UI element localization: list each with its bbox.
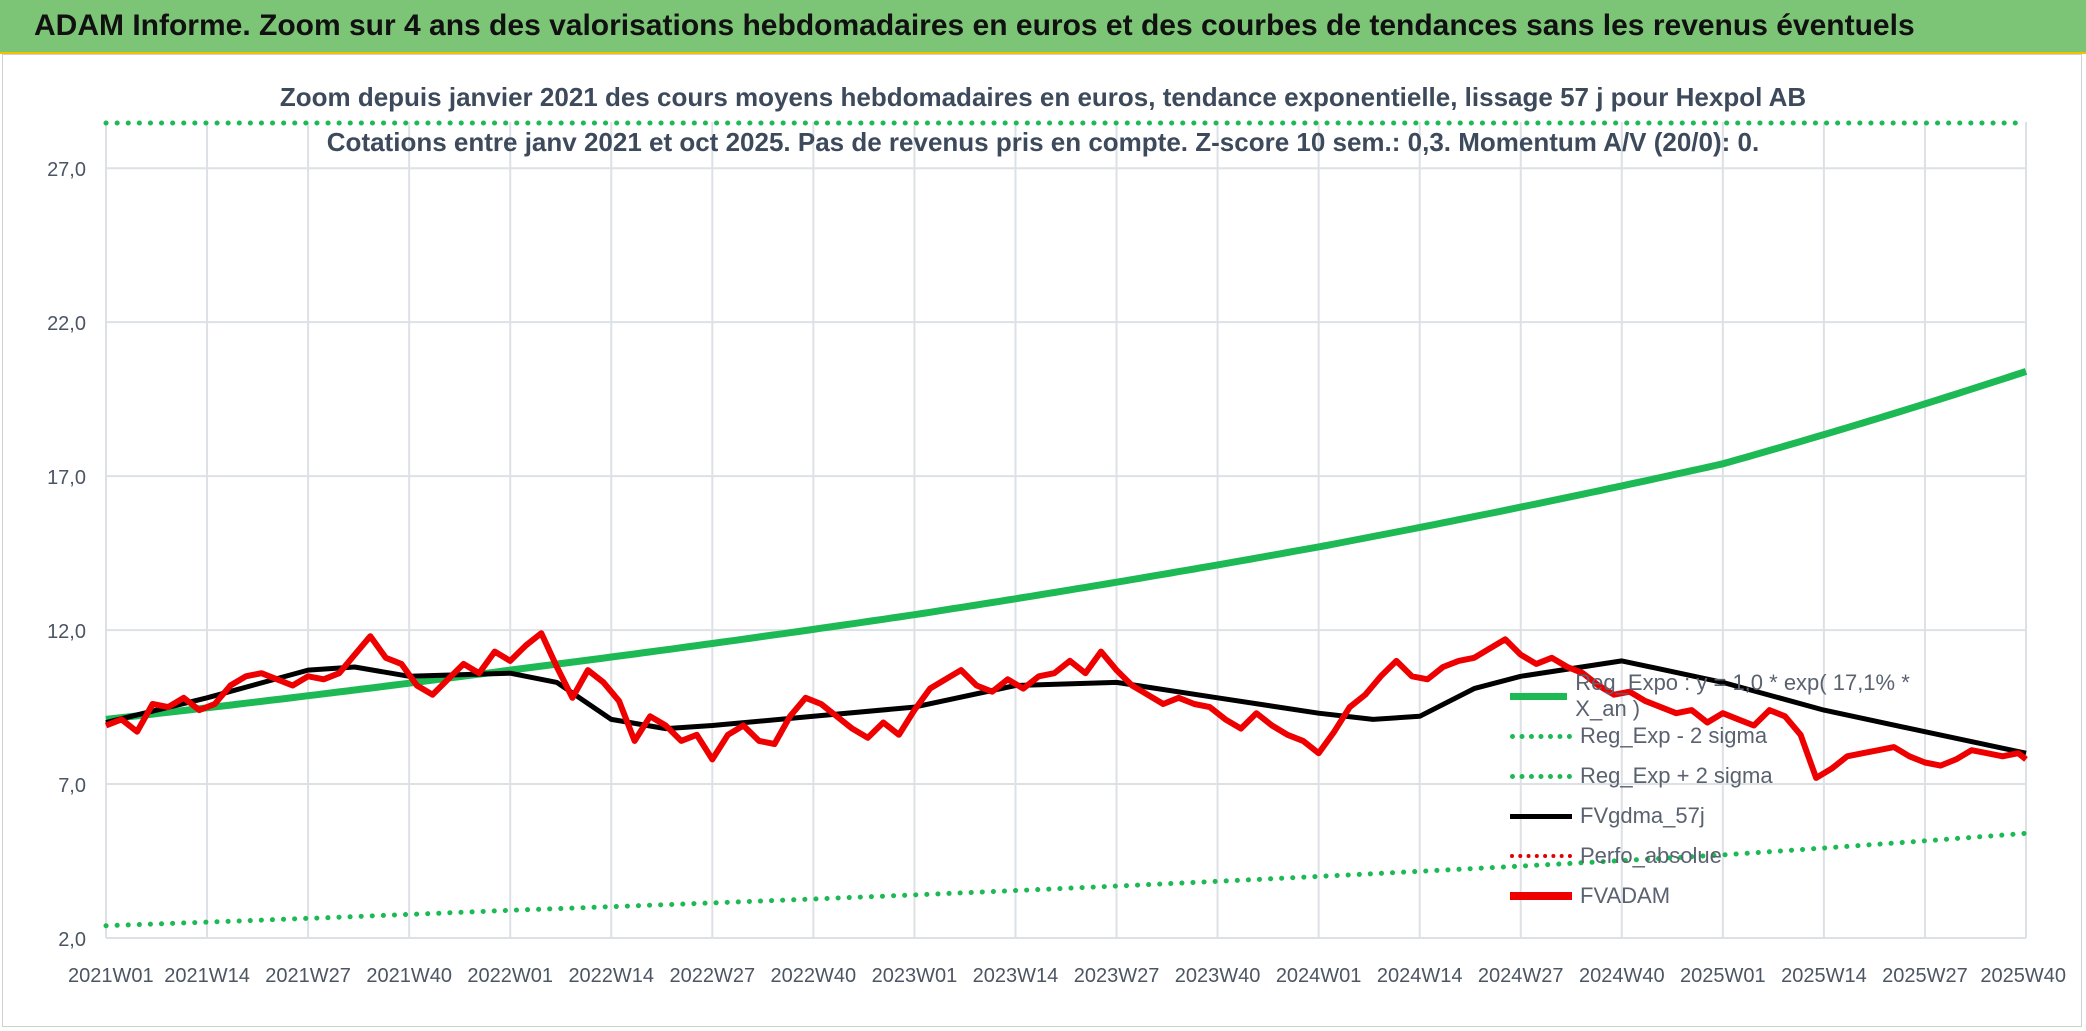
- grid-lines: [105, 122, 2027, 939]
- x-tick-label: 2025W27: [1882, 965, 1968, 987]
- x-tick-label: 2025W01: [1680, 965, 1766, 987]
- x-tick-label: 2022W14: [568, 965, 654, 987]
- chart-title: Zoom depuis janvier 2021 des cours moyen…: [279, 82, 1807, 112]
- legend-swatch-plus-sigma: [1510, 773, 1572, 779]
- x-tick-label: 2024W14: [1377, 965, 1463, 987]
- x-axis-labels: 2021W01 2021W14 2021W27 2021W40 2022W01 2022W…: [68, 965, 2066, 987]
- legend-swatch-fvgdma: [1510, 813, 1572, 819]
- legend-label-reg-expo: Reg_Expo : y = 1,0 * exp( 17,1% * X_an ): [1575, 670, 1910, 721]
- report-banner: ADAM Informe. Zoom sur 4 ans des valoris…: [0, 0, 2086, 54]
- chart-subtitle: Cotations entre janv 2021 et oct 2025. P…: [326, 127, 1760, 157]
- legend-label-minus-sigma: Reg_Exp - 2 sigma: [1580, 723, 1768, 748]
- chart-legend: Reg_Expo : y = 1,0 * exp( 17,1% * X_an )…: [1510, 670, 1950, 916]
- series-minus-sigma: [103, 830, 2029, 929]
- legend-swatch-minus-sigma: [1510, 733, 1572, 739]
- x-tick-label: 2025W14: [1781, 965, 1867, 987]
- legend-item-fvgdma: FVgdma_57j: [1510, 796, 1950, 836]
- legend-swatch-perfo: [1510, 854, 1572, 858]
- legend-swatch-reg-expo: [1510, 692, 1568, 700]
- x-tick-label: 2023W14: [973, 965, 1059, 987]
- series-fvadam: [104, 630, 2028, 781]
- series-lines: [103, 120, 2029, 929]
- x-tick-label: 2025W40: [1980, 965, 2066, 987]
- y-tick-label: 12,0: [47, 621, 86, 643]
- y-tick-label: 2,0: [58, 929, 86, 951]
- x-tick-label: 2024W01: [1276, 965, 1362, 987]
- x-tick-label: 2024W27: [1478, 965, 1564, 987]
- legend-item-minus-sigma: Reg_Exp - 2 sigma: [1510, 716, 1950, 756]
- y-tick-label: 27,0: [47, 159, 86, 181]
- y-tick-label: 17,0: [47, 467, 86, 489]
- legend-item-reg-expo: Reg_Expo : y = 1,0 * exp( 17,1% * X_an ): [1510, 670, 1950, 721]
- legend-swatch-fvadam: [1510, 892, 1572, 900]
- legend-item-fvadam: FVADAM: [1510, 876, 1950, 916]
- x-tick-label: 2023W27: [1074, 965, 1160, 987]
- x-tick-label: 2021W14: [164, 965, 250, 987]
- y-tick-label: 22,0: [47, 313, 86, 335]
- x-tick-label: 2023W40: [1175, 965, 1261, 987]
- x-tick-label: 2024W40: [1579, 965, 1665, 987]
- series-reg-expo: [105, 368, 2028, 723]
- x-tick-label: 2021W27: [265, 965, 351, 987]
- y-axis-labels: 27,0 22,0 17,0 12,0 7,0 2,0: [47, 159, 86, 951]
- legend-label-perfo: Perfo_absolue: [1580, 843, 1722, 868]
- x-tick-label: 2022W40: [771, 965, 857, 987]
- legend-label-plus-sigma: Reg_Exp + 2 sigma: [1580, 763, 1773, 788]
- legend-item-plus-sigma: Reg_Exp + 2 sigma: [1510, 756, 1950, 796]
- x-tick-label: 2023W01: [872, 965, 958, 987]
- x-tick-label: 2021W40: [366, 965, 452, 987]
- y-tick-label: 7,0: [58, 775, 86, 797]
- chart-frame: [2, 54, 2082, 1027]
- legend-label-fvadam: FVADAM: [1580, 883, 1671, 908]
- x-tick-label: 2022W27: [670, 965, 756, 987]
- x-tick-label: 2021W01: [68, 965, 154, 987]
- legend-label-fvgdma: FVgdma_57j: [1580, 803, 1705, 828]
- legend-item-perfo: Perfo_absolue: [1510, 836, 1950, 876]
- x-tick-label: 2022W01: [467, 965, 553, 987]
